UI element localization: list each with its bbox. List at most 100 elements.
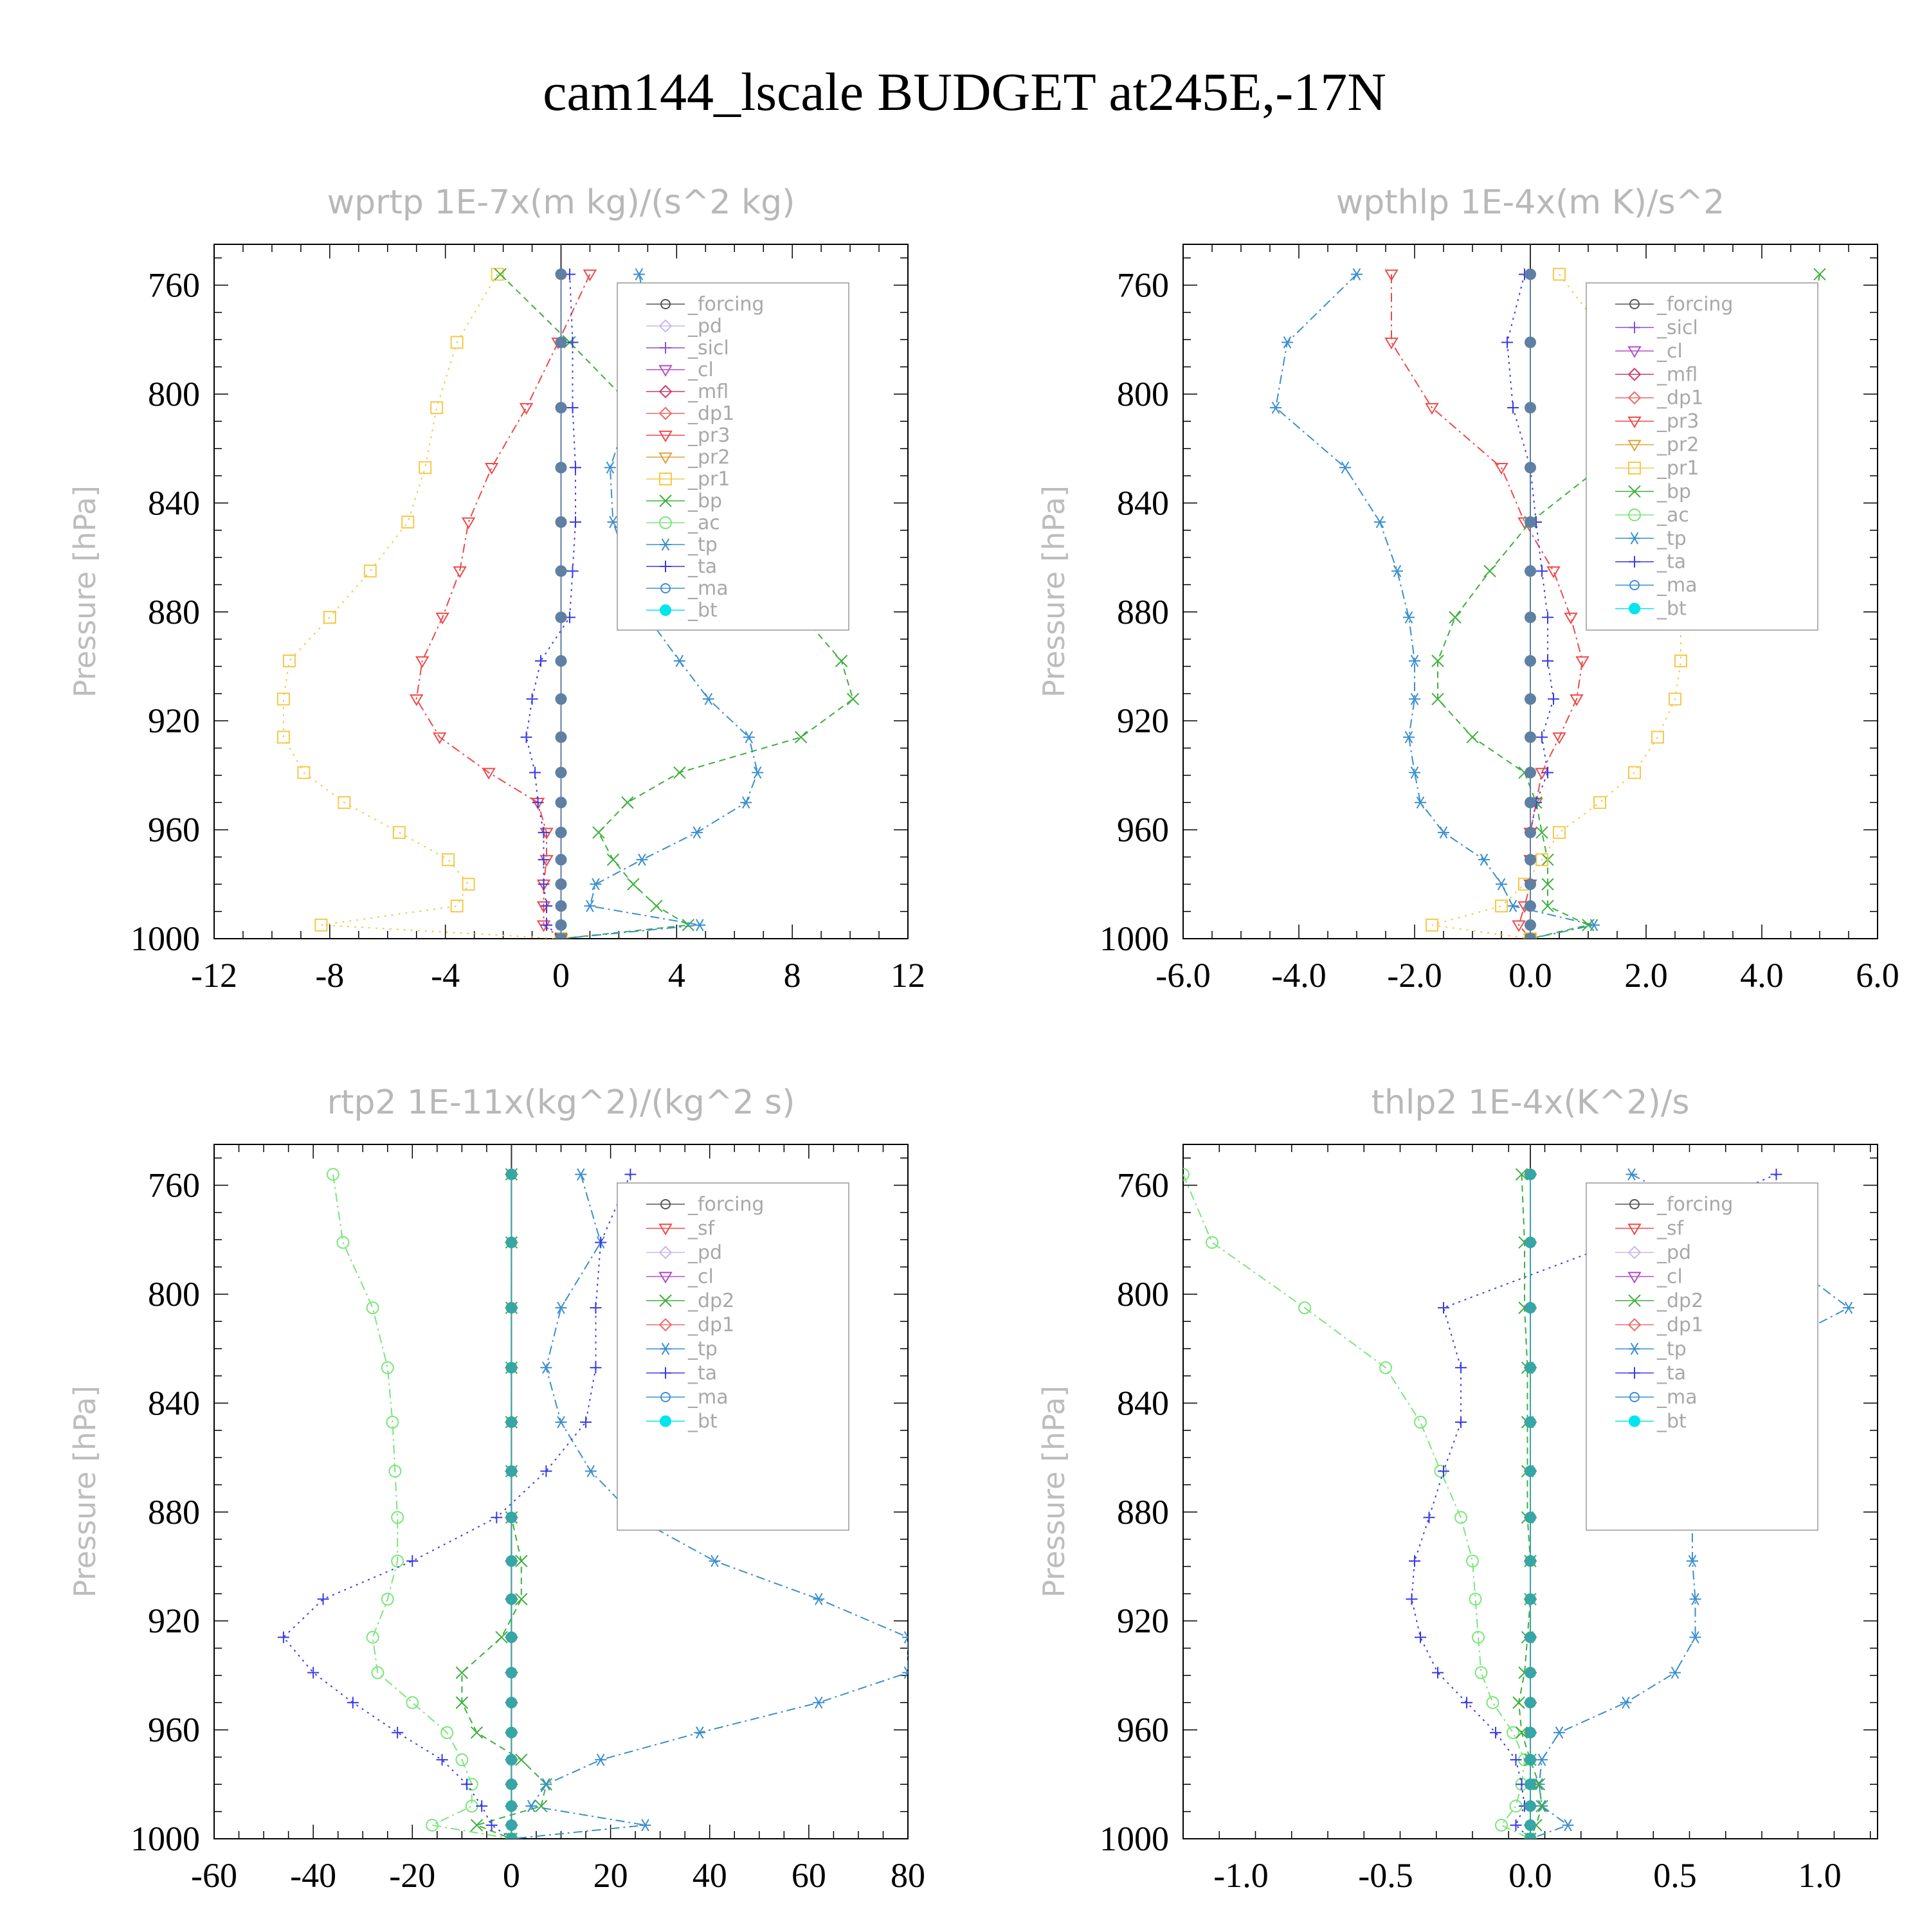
legend-label: _tp <box>1656 1338 1687 1360</box>
legend-marker <box>1628 1294 1641 1307</box>
legend-marker <box>660 583 671 593</box>
data-point <box>505 1800 518 1812</box>
data-point <box>450 336 464 349</box>
data-point <box>426 1818 439 1832</box>
data-point <box>1425 402 1439 415</box>
data-point <box>539 854 554 867</box>
data-point <box>1409 766 1420 779</box>
x-tick-label: 0.0 <box>1508 1856 1552 1895</box>
x-tick-label: -6.0 <box>1155 956 1210 995</box>
x-tick-label: 12 <box>891 956 925 995</box>
data-point <box>902 1666 908 1679</box>
legend-label: _forcing <box>1656 293 1733 316</box>
data-point <box>555 933 567 939</box>
legend-label: _ac <box>1656 504 1689 527</box>
data-point <box>1552 732 1566 745</box>
data-point <box>1461 1697 1472 1709</box>
data-point <box>566 336 579 348</box>
data-point <box>1525 826 1536 838</box>
series-line-pr3 <box>415 274 591 939</box>
data-point <box>1507 899 1519 912</box>
data-point <box>1478 853 1490 866</box>
data-point <box>529 766 541 779</box>
legend-label: _pr1 <box>687 468 730 491</box>
data-point <box>415 656 430 668</box>
data-point <box>1525 402 1536 414</box>
data-point <box>1525 1168 1536 1180</box>
data-point <box>1525 516 1536 528</box>
y-tick-label: 840 <box>1117 1384 1169 1422</box>
y-tick-label: 920 <box>148 701 200 740</box>
legend: _forcing_sf_pd_cl_dp2_dp1_tp_ta_ma_bt <box>617 1182 849 1531</box>
data-point <box>1669 1666 1681 1679</box>
data-point <box>1495 899 1508 913</box>
data-point <box>532 797 544 809</box>
data-point <box>813 1696 825 1709</box>
data-point <box>1431 655 1444 667</box>
y-tick-label: 1000 <box>1100 1819 1169 1858</box>
legend-label: _bt <box>1656 598 1687 620</box>
data-point <box>1379 1361 1392 1375</box>
data-point <box>1391 564 1403 577</box>
data-point <box>1515 1168 1528 1181</box>
data-point <box>401 516 415 528</box>
data-point <box>371 1666 385 1679</box>
data-point <box>1525 1362 1536 1374</box>
data-point <box>1525 766 1536 779</box>
data-point <box>276 730 290 744</box>
data-point <box>505 1819 518 1831</box>
data-point <box>555 854 567 866</box>
legend-box <box>1586 1182 1818 1531</box>
data-point <box>813 1593 825 1605</box>
data-point <box>366 1301 379 1315</box>
legend-label: _ac <box>687 512 720 534</box>
data-point <box>1449 611 1462 624</box>
data-point <box>277 1631 289 1643</box>
data-point <box>1525 1819 1536 1831</box>
data-point <box>1455 1416 1467 1428</box>
data-point <box>584 899 596 912</box>
legend-marker <box>1629 532 1640 545</box>
legend-label: _cl <box>1656 340 1683 363</box>
x-tick-label: 0.5 <box>1653 1856 1697 1895</box>
y-axis-label: Pressure [hPa] <box>68 1386 102 1598</box>
data-point <box>541 919 553 931</box>
data-point <box>381 1361 394 1375</box>
data-point <box>495 1630 508 1644</box>
data-point <box>743 731 755 744</box>
data-point <box>575 1168 587 1181</box>
data-point <box>1403 611 1415 624</box>
data-point <box>436 1754 448 1766</box>
data-point <box>1525 1833 1536 1839</box>
data-point <box>515 1555 528 1567</box>
data-point <box>538 826 550 838</box>
data-point <box>430 401 444 415</box>
panel-title: wpthlp 1E-4x(m K)/s^2 <box>1336 183 1725 222</box>
data-point <box>409 694 424 707</box>
data-point <box>555 766 567 779</box>
data-point <box>1525 1416 1536 1428</box>
data-point <box>555 516 567 528</box>
data-point <box>476 1800 488 1812</box>
legend-label: _bt <box>1656 1411 1687 1433</box>
data-point <box>1409 655 1420 667</box>
x-tick-label: 60 <box>792 1856 826 1895</box>
x-tick-label: 40 <box>693 1856 727 1895</box>
legend-marker <box>1629 321 1640 334</box>
data-point <box>673 655 685 667</box>
data-point <box>540 1465 552 1477</box>
x-tick-label: 6.0 <box>1856 956 1899 995</box>
data-point <box>406 1555 419 1567</box>
data-point <box>1495 1818 1508 1832</box>
data-point <box>569 516 581 528</box>
data-point <box>1483 564 1496 577</box>
legend-label: _pr1 <box>1656 457 1699 480</box>
data-point <box>505 1236 518 1249</box>
data-point <box>555 900 567 912</box>
data-point <box>1351 268 1363 281</box>
data-point <box>1374 516 1386 528</box>
x-tick-label: -20 <box>389 1856 435 1895</box>
data-point <box>1507 1726 1519 1739</box>
series-line-dp2 <box>1517 1174 1543 1839</box>
data-point <box>555 693 567 705</box>
